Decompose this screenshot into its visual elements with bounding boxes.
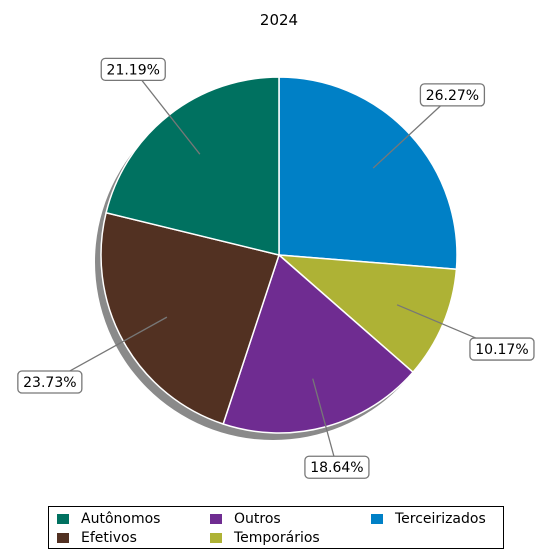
legend-swatch-outros [210,514,222,524]
legend-item-terceirizados: Terceirizados [371,510,486,528]
legend-item-efetivos: Efetivos [57,529,137,547]
legend-item-temporarios: Temporários [210,529,320,547]
data-label-temporarios: 10.17% [475,342,528,358]
pie-slices [100,76,458,434]
legend-label-temporarios: Temporários [234,530,320,546]
legend-swatch-autonomos [57,514,69,524]
leader-line-terceirizados [372,94,453,169]
legend-label-outros: Outros [234,511,281,527]
leader-line-outros [312,378,338,468]
legend-swatch-temporarios [210,533,222,543]
legend-label-efetivos: Efetivos [81,530,137,546]
label-box-terceirizados [419,83,486,107]
label-box-temporarios [469,337,535,361]
leader-line-autonomos [132,68,201,155]
legend-swatch-terceirizados [371,514,383,524]
legend-item-outros: Outros [210,510,281,528]
legend: Autônomos Outros Terceirizados Efetivos … [48,506,504,549]
legend-swatch-efetivos [57,533,69,543]
legend-item-autonomos: Autônomos [57,510,160,528]
pie-labels: 26.27% 10.17% 18.64% 23.73% 21.19% [17,57,535,479]
data-label-autonomos: 21.19% [107,62,160,78]
legend-label-autonomos: Autônomos [81,511,161,527]
data-label-efetivos: 23.73% [23,375,76,391]
legend-label-terceirizados: Terceirizados [395,511,486,527]
label-box-efetivos [17,370,83,394]
chart-title: 2024 [260,11,298,29]
data-label-outros: 18.64% [310,460,363,476]
pie-chart: 2024 26.27% 10.17% 18.64% 23.73% 21.19% [17,11,535,479]
label-box-autonomos [100,57,166,82]
label-box-outros [304,455,370,479]
data-label-terceirizados: 26.27% [426,88,479,104]
